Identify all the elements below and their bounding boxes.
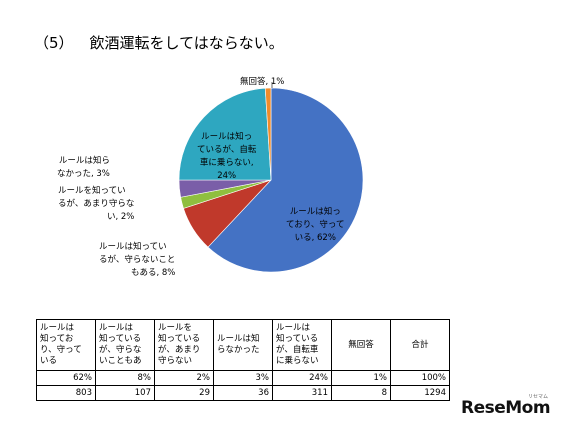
table-cell: 36 — [213, 385, 273, 401]
table-cell: 311 — [272, 385, 332, 401]
header-cell-rarely: ルールを 知っている が、あまり 守らない — [154, 319, 214, 371]
title-text: 飲酒運転をしてはならない。 — [89, 34, 284, 52]
slice-label-8: ルールは知ってい るが、守らないこと もある, 8% — [99, 242, 176, 278]
header-cell-no-answer: 無回答 — [331, 319, 391, 371]
slice-label-3: ルールは知ら なかった, 3% — [57, 156, 110, 179]
table-cell: 1294 — [390, 385, 450, 401]
table-cell: 62% — [36, 370, 96, 386]
table-cell: 803 — [36, 385, 96, 401]
header-cell-sometimes: ルールは 知っている が、守らな いこともあ — [95, 319, 155, 371]
header-cell-total: 合計 — [390, 319, 450, 371]
pie-slice-0 — [207, 87, 364, 273]
pie-slice-5 — [264, 87, 272, 181]
header-cell-no-bike: ルールは 知っている が、自転車 に乗らない — [272, 319, 332, 371]
header-cell-keep: ルールは 知ってお り、守って いる — [36, 319, 96, 371]
header-cell-unknown: ルールは知 らなかった — [213, 319, 273, 371]
resemom-logo: ReseMom — [461, 398, 551, 418]
table-header-row: ルールは 知ってお り、守って いる ルールは 知っている が、守らな いこともあ ルールを… — [36, 319, 450, 371]
table-row-percent: 62% 8% 2% 3% 24% 1% 100% — [36, 370, 450, 386]
pie-slice-4 — [178, 87, 272, 181]
table-cell: 107 — [95, 385, 155, 401]
slice-label-62: ルールは知っ ており、守って いる, 62% — [286, 207, 345, 243]
slice-label-2: ルールを知ってい るが、あまり守らな い, 2% — [58, 186, 135, 222]
slice-label-24: ルールは知っ ているが、自転 車に乗らない, 24% — [197, 132, 257, 181]
table-row-count: 803 107 29 36 311 8 1294 — [36, 385, 450, 401]
table-cell: 1% — [331, 370, 391, 386]
data-table: ルールは 知ってお り、守って いる ルールは 知っている が、守らな いこともあ ルールを… — [36, 319, 450, 401]
logo-subtext: リセマム — [528, 394, 549, 400]
pie-chart — [178, 82, 364, 273]
table-cell: 3% — [213, 370, 273, 386]
chart-title: （5） 飲酒運転をしてはならない。 — [34, 32, 284, 53]
table-cell: 2% — [154, 370, 214, 386]
table-cell: 24% — [272, 370, 332, 386]
table-cell: 29 — [154, 385, 214, 401]
table-cell: 100% — [390, 370, 450, 386]
title-number: （5） — [34, 34, 74, 52]
table-cell: 8% — [95, 370, 155, 386]
slice-label-1: 無回答, 1% — [240, 77, 285, 87]
table-cell: 8 — [331, 385, 391, 401]
